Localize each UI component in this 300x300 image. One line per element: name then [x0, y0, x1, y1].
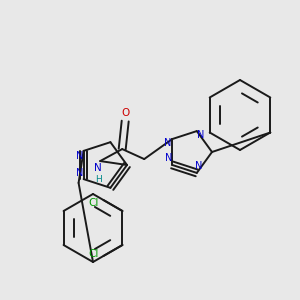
Text: O: O: [121, 108, 129, 118]
Text: N: N: [76, 151, 83, 161]
Text: N: N: [164, 153, 172, 163]
Text: H: H: [95, 175, 102, 184]
Text: Cl: Cl: [88, 249, 99, 259]
Text: N: N: [197, 130, 205, 140]
Text: N: N: [76, 168, 83, 178]
Text: N: N: [94, 163, 102, 173]
Text: N: N: [195, 161, 202, 171]
Text: N: N: [164, 138, 171, 148]
Text: Cl: Cl: [88, 198, 99, 208]
